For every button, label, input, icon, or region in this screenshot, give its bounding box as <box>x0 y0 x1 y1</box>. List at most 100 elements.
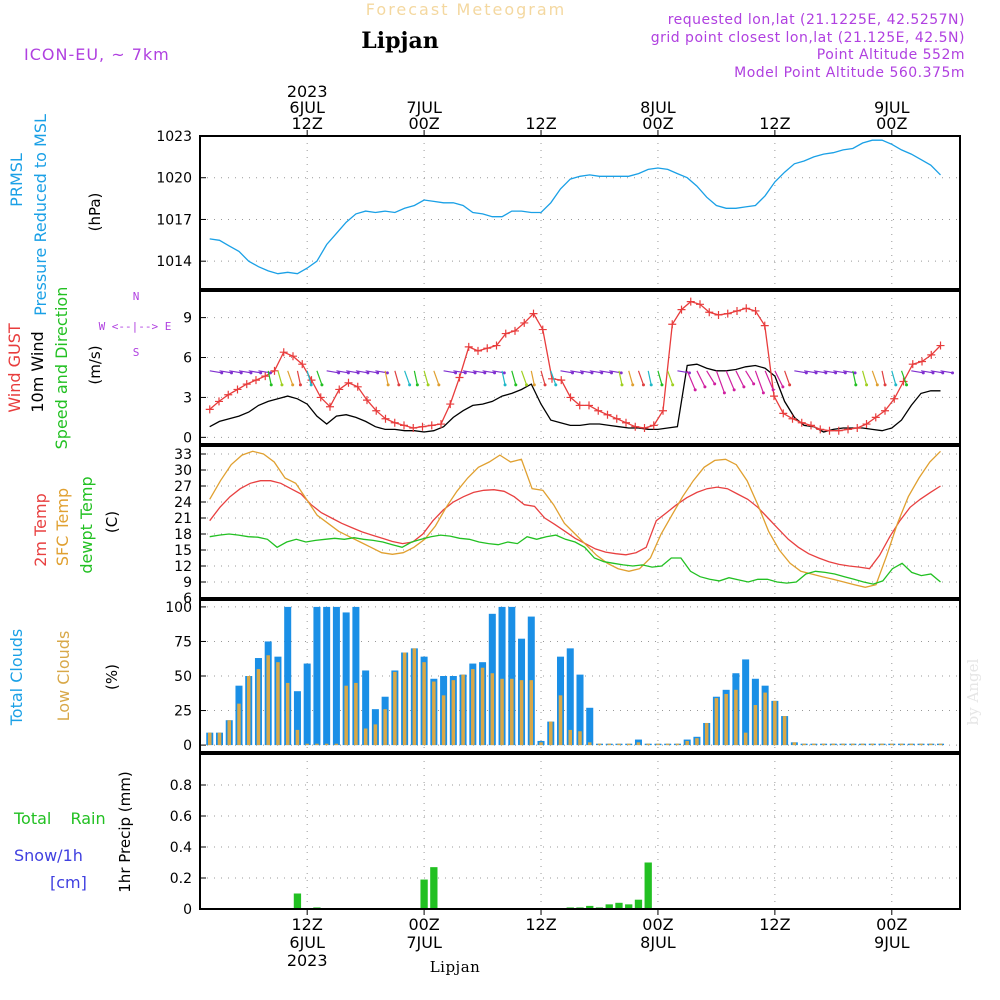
model-label: ICON-EU, ~ 7km <box>24 45 170 64</box>
wind-arrow-head <box>722 391 726 395</box>
gust-point <box>483 344 492 353</box>
wind-direction-arrow <box>764 370 774 391</box>
low-clouds-bar <box>315 743 319 746</box>
y-tick-label: 75 <box>174 634 192 650</box>
low-clouds-bar <box>763 692 767 746</box>
gust-point <box>464 342 473 351</box>
gust-point <box>214 397 223 406</box>
wind-arrow-head <box>280 383 284 387</box>
compass-we: W <--|--> E <box>99 320 172 333</box>
low-clouds-bar <box>500 678 504 746</box>
low-clouds-bar <box>714 698 719 746</box>
precip-unit: 1hr Precip (mm) <box>116 771 134 892</box>
wind-direction-arrow <box>686 370 696 391</box>
gust-point <box>770 392 779 401</box>
wind-direction-arrow <box>920 370 934 374</box>
total-clouds-bar <box>362 670 370 746</box>
low-clouds-bar <box>510 678 514 746</box>
wind-direction-arrow <box>530 370 535 385</box>
wind-direction-arrow <box>940 370 953 374</box>
wind-direction-arrow <box>229 370 242 374</box>
low-clouds-bar <box>412 648 417 746</box>
snow-unit: [cm] <box>50 873 87 892</box>
wind-direction-arrow <box>618 370 623 385</box>
top-time-label: 12Z <box>525 114 556 133</box>
sfc-label: SFC Temp <box>53 488 72 566</box>
gust-point <box>871 413 880 422</box>
gust-point <box>390 418 399 427</box>
gust-point <box>298 360 307 369</box>
low-clouds-bar <box>285 682 290 746</box>
wind-direction-arrow <box>861 370 868 385</box>
y-tick-label: 1014 <box>156 254 192 270</box>
wind-direction-arrow <box>462 370 476 374</box>
y-tick-label: 0 <box>183 738 192 754</box>
low-clouds-bar <box>246 676 251 746</box>
bottom-time-label: 00Z <box>876 915 907 934</box>
wind-arrow-head <box>229 371 233 375</box>
gust-point <box>335 385 344 394</box>
low-clouds-bar <box>831 743 836 746</box>
low-clouds-bar <box>626 743 631 746</box>
wind-direction-arrow <box>930 370 943 374</box>
wind-direction-arrow <box>570 370 583 374</box>
low-clouds-bar <box>665 743 670 746</box>
wind-arrow-head <box>853 371 857 375</box>
gust-point <box>325 402 334 411</box>
gust-point <box>548 374 557 383</box>
gust-point <box>751 306 760 315</box>
wind-direction-arrow <box>657 370 663 385</box>
gust-point <box>788 414 797 423</box>
wind-direction-arrow <box>852 370 857 385</box>
y-tick-label: 0 <box>183 430 192 446</box>
low-clouds-bar <box>704 722 709 746</box>
wind-arrow-head <box>408 383 412 387</box>
wind-arrow-head <box>356 371 360 375</box>
gust-point <box>270 366 279 375</box>
wind-direction-arrow <box>579 370 593 374</box>
wind-arrow-head <box>883 383 887 387</box>
gust-point <box>455 373 464 382</box>
low-clouds-bar <box>568 729 573 746</box>
low-clouds-bar <box>782 716 787 746</box>
total-clouds-bar <box>342 612 350 746</box>
wind-direction-arrow <box>900 370 908 386</box>
low-clouds-bar <box>480 667 485 746</box>
rain-bar <box>625 904 633 909</box>
low-clouds-bar <box>685 740 689 746</box>
gust-point <box>779 409 788 418</box>
wind-direction-arrow <box>453 370 466 374</box>
wind-direction-arrow <box>404 370 411 386</box>
wind-arrow-head <box>951 371 955 375</box>
wind-direction-arrow <box>296 370 302 385</box>
gust-point <box>492 341 501 350</box>
bottom-time-label: 00Z <box>408 915 439 934</box>
gust-point <box>742 304 751 313</box>
y-tick-label: 0.2 <box>170 871 192 887</box>
bottom-time-label: 12Z <box>759 915 790 934</box>
pressure-frame <box>199 135 961 290</box>
top-time-label: 8JUL <box>640 98 676 117</box>
bottom-time-label: 00Z <box>642 915 673 934</box>
wind-arrow-head <box>376 371 380 375</box>
gust-point <box>307 376 316 385</box>
wind-direction-arrow <box>267 370 272 385</box>
wind-direction-arrow <box>365 370 378 374</box>
wind-direction-arrow <box>715 370 725 394</box>
wind-direction-arrow <box>647 370 652 385</box>
t2m-label: 2m Temp <box>31 493 50 567</box>
low-clouds-bar <box>734 689 738 746</box>
gust-point <box>233 385 242 394</box>
top-time-label: 6JUL <box>289 98 325 117</box>
wind-direction-arrow <box>813 370 826 374</box>
low-clouds-bar <box>266 655 270 746</box>
gust-point <box>511 326 520 335</box>
y-tick-label: 27 <box>174 479 192 495</box>
wind-arrow-head <box>503 383 507 387</box>
wind-direction-arrow <box>637 370 645 386</box>
gust-point <box>816 425 825 434</box>
total-clouds-bar <box>742 659 750 746</box>
gust-point <box>575 401 584 410</box>
low-clouds-bar <box>743 732 748 746</box>
